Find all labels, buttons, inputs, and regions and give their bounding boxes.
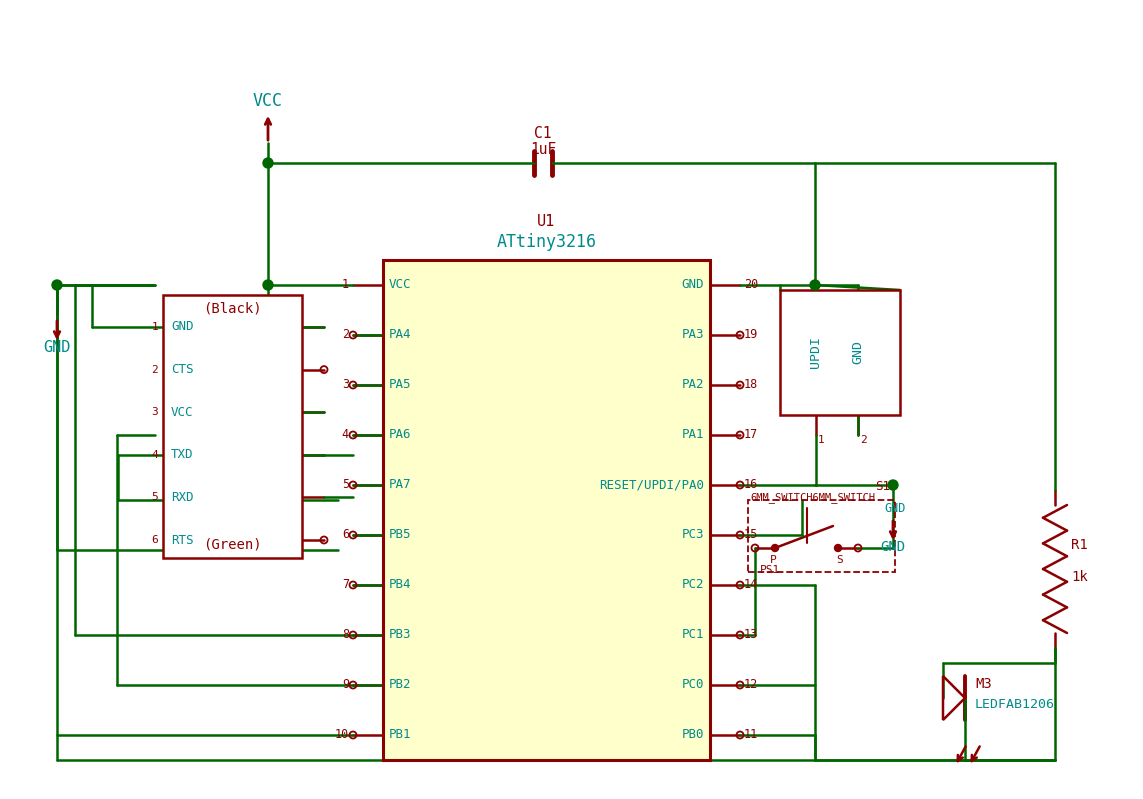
Circle shape bbox=[263, 280, 273, 290]
Text: PA3: PA3 bbox=[681, 328, 704, 341]
Text: PB4: PB4 bbox=[389, 578, 411, 591]
Text: 3: 3 bbox=[342, 379, 349, 392]
Text: PB3: PB3 bbox=[389, 629, 411, 642]
Text: LEDFAB1206: LEDFAB1206 bbox=[975, 698, 1055, 710]
Text: RTS: RTS bbox=[171, 534, 193, 547]
Text: (Green): (Green) bbox=[203, 537, 262, 551]
Text: 19: 19 bbox=[744, 328, 758, 341]
Text: 4: 4 bbox=[342, 428, 349, 442]
Text: 1: 1 bbox=[818, 435, 825, 445]
Text: PC0: PC0 bbox=[681, 678, 704, 691]
Circle shape bbox=[263, 158, 273, 168]
Text: PS1: PS1 bbox=[760, 565, 781, 575]
Text: U1: U1 bbox=[537, 214, 555, 229]
Text: 5: 5 bbox=[151, 492, 158, 503]
Text: PB5: PB5 bbox=[389, 528, 411, 542]
Text: PA7: PA7 bbox=[389, 479, 411, 491]
Text: RXD: RXD bbox=[171, 491, 193, 504]
Text: S: S bbox=[837, 555, 844, 565]
Bar bbox=[163, 295, 302, 558]
Text: PA2: PA2 bbox=[681, 379, 704, 392]
Text: 16: 16 bbox=[744, 479, 758, 491]
Text: 14: 14 bbox=[744, 578, 758, 591]
Text: 17: 17 bbox=[744, 428, 758, 442]
Text: S1: S1 bbox=[876, 479, 890, 492]
Text: PB2: PB2 bbox=[389, 678, 411, 691]
Text: 12: 12 bbox=[744, 678, 758, 691]
Text: PA6: PA6 bbox=[389, 428, 411, 442]
Text: GND: GND bbox=[880, 540, 905, 554]
Text: PC1: PC1 bbox=[681, 629, 704, 642]
Text: 20: 20 bbox=[744, 279, 758, 292]
Text: C1: C1 bbox=[534, 125, 552, 141]
Text: 7: 7 bbox=[342, 578, 349, 591]
Text: 6: 6 bbox=[151, 535, 158, 545]
Text: 3: 3 bbox=[151, 407, 158, 417]
Text: GND: GND bbox=[681, 279, 704, 292]
Text: 4: 4 bbox=[151, 450, 158, 459]
Text: PA1: PA1 bbox=[681, 428, 704, 442]
Text: 6: 6 bbox=[342, 528, 349, 542]
Text: M3: M3 bbox=[975, 677, 992, 691]
Text: PB0: PB0 bbox=[681, 729, 704, 741]
Text: TXD: TXD bbox=[171, 448, 193, 461]
Text: PB1: PB1 bbox=[389, 729, 411, 741]
Text: GND: GND bbox=[171, 320, 193, 333]
Text: 6MM_SWITCH6MM_SWITCH: 6MM_SWITCH6MM_SWITCH bbox=[750, 492, 876, 503]
Text: UPDI: UPDI bbox=[809, 336, 823, 368]
Text: 18: 18 bbox=[744, 379, 758, 392]
Text: VCC: VCC bbox=[171, 406, 193, 419]
Text: GND: GND bbox=[43, 340, 71, 355]
Text: 1k: 1k bbox=[1071, 570, 1088, 584]
Text: 1uF: 1uF bbox=[530, 141, 557, 157]
Text: 15: 15 bbox=[744, 528, 758, 542]
Circle shape bbox=[834, 544, 841, 551]
Text: PC2: PC2 bbox=[681, 578, 704, 591]
Text: PA5: PA5 bbox=[389, 379, 411, 392]
Text: GND: GND bbox=[885, 502, 905, 515]
Text: 11: 11 bbox=[744, 729, 758, 741]
Text: RESET/UPDI/PA0: RESET/UPDI/PA0 bbox=[599, 479, 704, 491]
Text: 9: 9 bbox=[342, 678, 349, 691]
Text: 1: 1 bbox=[151, 322, 158, 332]
Bar bbox=[780, 290, 900, 415]
Text: PA4: PA4 bbox=[389, 328, 411, 341]
Text: 1: 1 bbox=[342, 279, 349, 292]
Text: (Black): (Black) bbox=[203, 302, 262, 316]
Text: R1: R1 bbox=[1071, 539, 1088, 552]
Text: 8: 8 bbox=[342, 629, 349, 642]
Circle shape bbox=[51, 280, 62, 290]
Text: 2: 2 bbox=[342, 328, 349, 341]
Text: VCC: VCC bbox=[389, 279, 411, 292]
Text: 13: 13 bbox=[744, 629, 758, 642]
Text: CTS: CTS bbox=[171, 363, 193, 376]
Text: 5: 5 bbox=[342, 479, 349, 491]
Text: ATtiny3216: ATtiny3216 bbox=[496, 233, 597, 251]
Circle shape bbox=[810, 280, 820, 290]
Text: 2: 2 bbox=[860, 435, 866, 445]
Text: PC3: PC3 bbox=[681, 528, 704, 542]
Text: P: P bbox=[769, 555, 776, 565]
Circle shape bbox=[888, 480, 898, 490]
Text: 10: 10 bbox=[335, 729, 349, 741]
Circle shape bbox=[772, 544, 778, 551]
Bar bbox=[383, 260, 710, 760]
Text: GND: GND bbox=[852, 340, 864, 364]
Bar bbox=[748, 500, 895, 572]
Text: VCC: VCC bbox=[253, 92, 283, 110]
Text: 2: 2 bbox=[151, 364, 158, 375]
